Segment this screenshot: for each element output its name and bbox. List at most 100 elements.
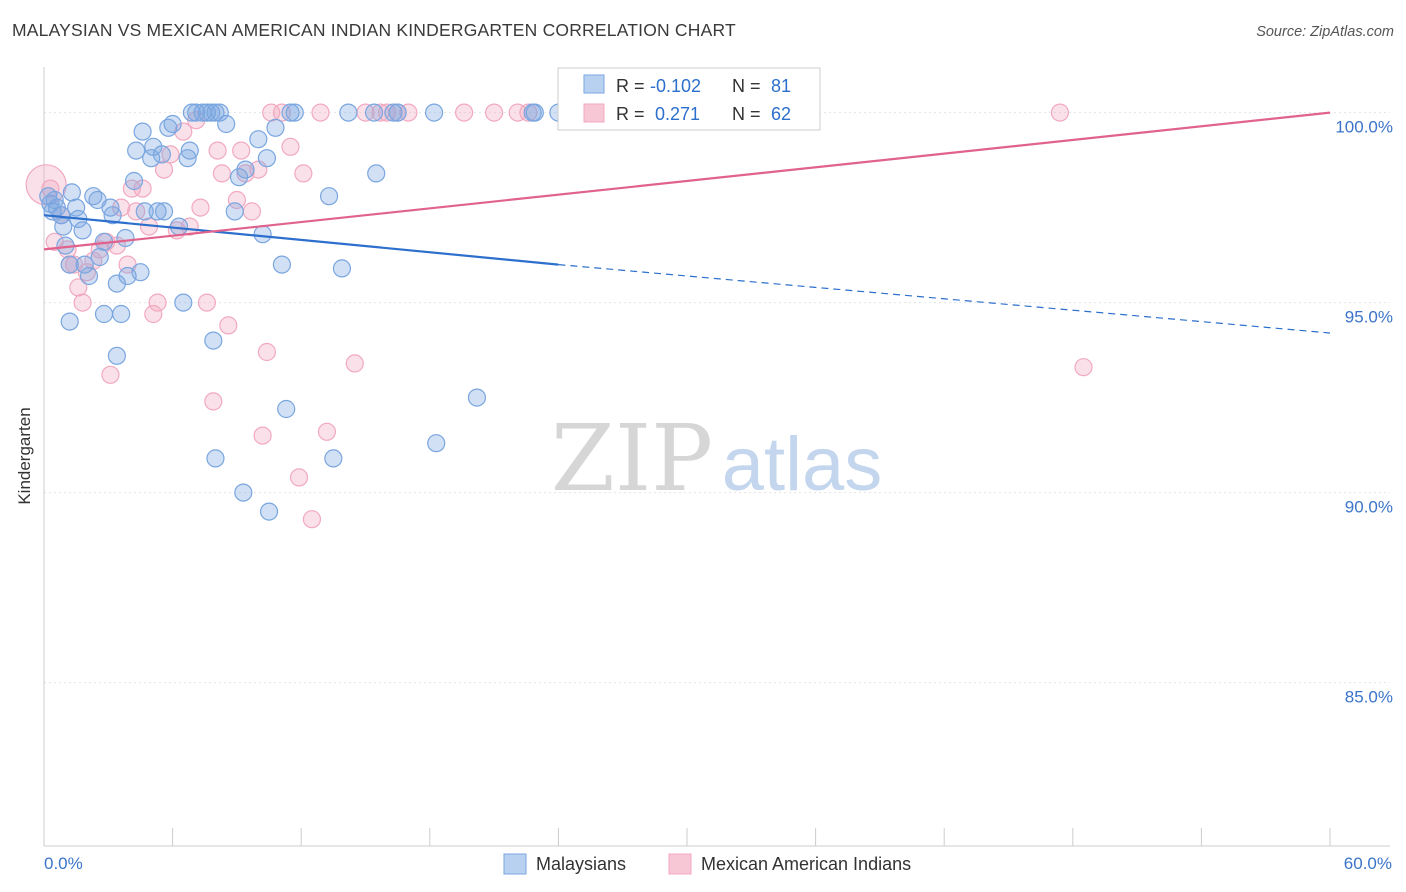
data-point [112,304,131,324]
data-point [133,122,152,141]
data-point [364,103,384,122]
data-point [427,434,446,453]
data-point [519,103,538,122]
data-point [399,103,418,122]
data-point [384,103,403,122]
data-point [178,149,197,168]
y-axis-label: Kindergarten [15,407,34,504]
n-label-1: N = [732,76,761,96]
data-point [345,354,364,373]
data-point [182,103,201,122]
data-point [107,346,126,365]
x-tick-max: 60.0% [1344,854,1392,873]
data-point [204,331,223,350]
data-point [249,130,268,149]
data-point [266,118,285,137]
data-point [60,255,79,274]
data-point [339,103,358,122]
data-point [90,247,109,267]
data-point [294,164,313,183]
data-point [319,187,339,206]
data-point [127,141,146,160]
y-tick-label: 100.0% [1335,118,1393,137]
data-point [60,312,79,331]
data-point [236,160,255,179]
data-point [234,483,253,502]
x-tick-min: 0.0% [44,854,83,873]
data-point [116,228,135,248]
data-point [467,388,487,407]
data-point [79,266,99,286]
data-point [257,342,277,362]
data-point [45,232,64,251]
data-point [122,179,141,198]
data-point [367,164,386,183]
data-point [187,103,206,122]
data-point [191,198,210,217]
n-label-2: N = [732,104,761,124]
data-point [217,114,236,134]
data-point [232,141,251,160]
data-point [94,304,114,324]
data-point [285,103,304,122]
data-point [485,103,504,122]
data-point [281,137,300,156]
data-point [424,103,444,122]
data-point [152,145,171,164]
data-point [73,293,92,312]
y-tick-label: 90.0% [1345,498,1393,517]
data-point [62,183,81,202]
data-point [212,164,231,183]
data-point [163,114,182,134]
source-label: Source: ZipAtlas.com [1256,24,1394,40]
data-point [388,103,407,122]
axes [43,67,1390,847]
data-point [131,263,150,282]
data-point [148,202,167,221]
watermark-zip: ZIP [551,405,713,512]
data-point [253,225,272,244]
data-point [174,122,193,141]
y-tick-label: 85.0% [1345,688,1393,707]
data-point [225,202,244,221]
grid-lines [44,112,1390,684]
trend-line [43,111,1331,251]
data-point [377,103,397,122]
data-point [210,103,229,122]
data-point [317,422,337,441]
bottom-legend: Malaysians Mexican American Indians [503,853,911,875]
data-point [208,141,227,160]
legend-label-mexican: Mexican American Indians [701,854,911,874]
data-point [302,510,322,529]
legend-swatch-malaysians [503,853,527,875]
data-point [206,449,225,468]
data-point [180,141,199,160]
data-point [135,202,154,221]
trend-lines [43,111,1331,334]
data-point [272,255,292,274]
data-point [242,202,262,221]
r-value-2: 0.271 [650,104,700,124]
data-point [1074,358,1093,377]
data-point [73,221,92,240]
watermark: ZIP atlas [551,405,882,512]
data-point [144,304,163,324]
stats-swatch-mexican [583,103,605,123]
y-tick-label: 95.0% [1345,308,1393,327]
data-point [124,171,144,191]
data-point [142,149,161,168]
data-point [257,149,277,168]
data-point [229,168,249,187]
y-tick-labels: 100.0% 95.0% 90.0% 85.0% [1335,118,1393,707]
legend-swatch-mexican [668,853,692,875]
data-point [219,316,238,335]
r-label-1: R = [616,76,645,96]
data-point [75,255,94,274]
trend-line [43,214,559,266]
data-point [197,293,216,312]
data-point [107,274,126,293]
data-point [281,103,300,122]
points-malaysians [39,103,568,521]
data-point [67,198,86,217]
